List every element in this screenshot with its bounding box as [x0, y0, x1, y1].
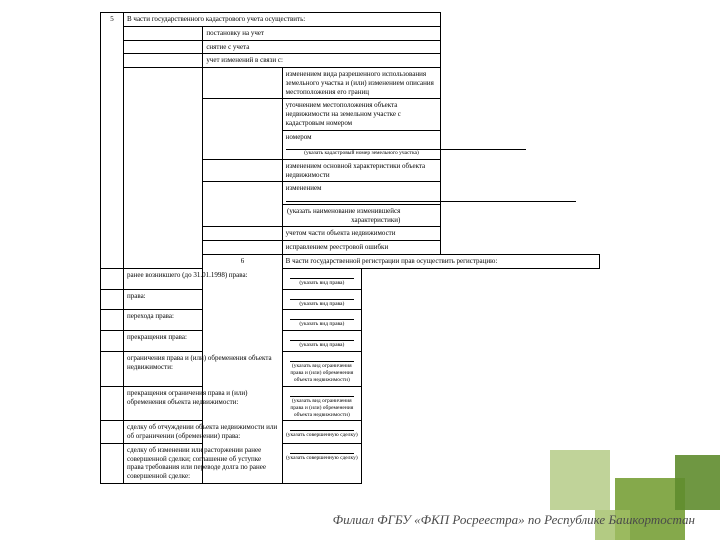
- field-6e[interactable]: (указать вид ограничения права и (или) о…: [282, 352, 361, 387]
- label-5c4: изменением: [282, 182, 441, 205]
- hint-5c4: (указать наименование изменившейся харак…: [282, 204, 441, 227]
- form-table: 5 В части государственного кадастрового …: [100, 12, 600, 484]
- form-page: 5 В части государственного кадастрового …: [100, 12, 600, 484]
- label-6a: ранее возникшего (до 31.01.1998) права:: [124, 268, 283, 289]
- field-6f[interactable]: (указать вид ограничения права и (или) о…: [282, 386, 361, 421]
- chk-5b[interactable]: [124, 40, 203, 54]
- chk-5c[interactable]: [124, 54, 203, 68]
- input-5c2-line[interactable]: [286, 142, 526, 150]
- chk-5c2[interactable]: [203, 99, 282, 160]
- field-6b[interactable]: (указать вид права): [282, 289, 361, 310]
- label-6b: права:: [124, 289, 283, 310]
- decor-square-icon: [550, 450, 610, 510]
- label-5c1: изменением вида разрешенного использован…: [282, 68, 441, 99]
- label-5c2-text: уточнением местоположения объекта недвиж…: [286, 101, 401, 127]
- input-5c4-line[interactable]: [286, 194, 576, 202]
- spacer-5c: [124, 68, 203, 269]
- section-5-number: 5: [101, 13, 124, 269]
- chk-6b[interactable]: [101, 289, 124, 310]
- hint-5c2: (указать кадастровый номер земельного уч…: [286, 150, 438, 157]
- label-5b: снятие с учета: [203, 40, 441, 54]
- hint-6d: (указать вид права): [286, 342, 358, 349]
- hint-6c: (указать вид права): [286, 321, 358, 328]
- label-6e: ограничения права и (или) обременения об…: [124, 352, 283, 387]
- field-6d[interactable]: (указать вид права): [282, 331, 361, 352]
- label-6h: сделку об изменении или расторжении ране…: [124, 443, 283, 483]
- label-5c3: изменением основной характеристики объек…: [282, 159, 441, 182]
- chk-6e[interactable]: [101, 352, 124, 387]
- decor-square-icon: [675, 455, 720, 510]
- hint-6b: (указать вид права): [286, 301, 358, 308]
- chk-5a[interactable]: [124, 26, 203, 40]
- chk-5c1[interactable]: [203, 68, 282, 99]
- field-5c2: номером (указать кадастровый номер земел…: [282, 130, 441, 159]
- label-5c2: уточнением местоположения объекта недвиж…: [282, 99, 441, 130]
- chk-6c[interactable]: [101, 310, 124, 331]
- chk-6f[interactable]: [101, 386, 124, 421]
- hint-6f: (указать вид ограничения права и (или) о…: [286, 398, 358, 419]
- chk-6a[interactable]: [101, 268, 124, 289]
- chk-5c5[interactable]: [203, 227, 282, 241]
- hint-6h: (указать совершенную сделку): [286, 455, 358, 462]
- chk-6d[interactable]: [101, 331, 124, 352]
- chk-5c6[interactable]: [203, 241, 282, 255]
- chk-5c4[interactable]: [203, 182, 282, 227]
- label-6f: прекращения ограничения права и (или) об…: [124, 386, 283, 421]
- field-6c[interactable]: (указать вид права): [282, 310, 361, 331]
- label-6g: сделку об отчуждении объекта недвижимост…: [124, 421, 283, 444]
- chk-5c3[interactable]: [203, 159, 282, 182]
- field-6h[interactable]: (указать совершенную сделку): [282, 443, 361, 483]
- field-6g[interactable]: (указать совершенную сделку): [282, 421, 361, 444]
- label-5c: учет изменений в связи с:: [203, 54, 441, 68]
- section-5-heading: В части государственного кадастрового уч…: [124, 13, 441, 27]
- footer-org: Филиал ФГБУ «ФКП Росреестра» по Республи…: [333, 512, 695, 528]
- label-5c5: учетом части объекта недвижимости: [282, 227, 441, 241]
- section-6-heading: В части государственной регистрации прав…: [282, 254, 599, 268]
- label-5a: постановку на учет: [203, 26, 441, 40]
- label-6d: прекращения права:: [124, 331, 283, 352]
- field-6a[interactable]: (указать вид права): [282, 268, 361, 289]
- chk-6h[interactable]: [101, 443, 124, 483]
- chk-6g[interactable]: [101, 421, 124, 444]
- label-5c4-text: изменением: [286, 184, 322, 192]
- label-6c: перехода права:: [124, 310, 283, 331]
- hint-6a: (указать вид права): [286, 280, 358, 287]
- hint-6e: (указать вид ограничения права и (или) о…: [286, 363, 358, 384]
- field-5c2-prefix: номером: [286, 133, 312, 141]
- hint-6g: (указать совершенную сделку): [286, 432, 358, 439]
- label-5c6: исправлением реестровой ошибки: [282, 241, 441, 255]
